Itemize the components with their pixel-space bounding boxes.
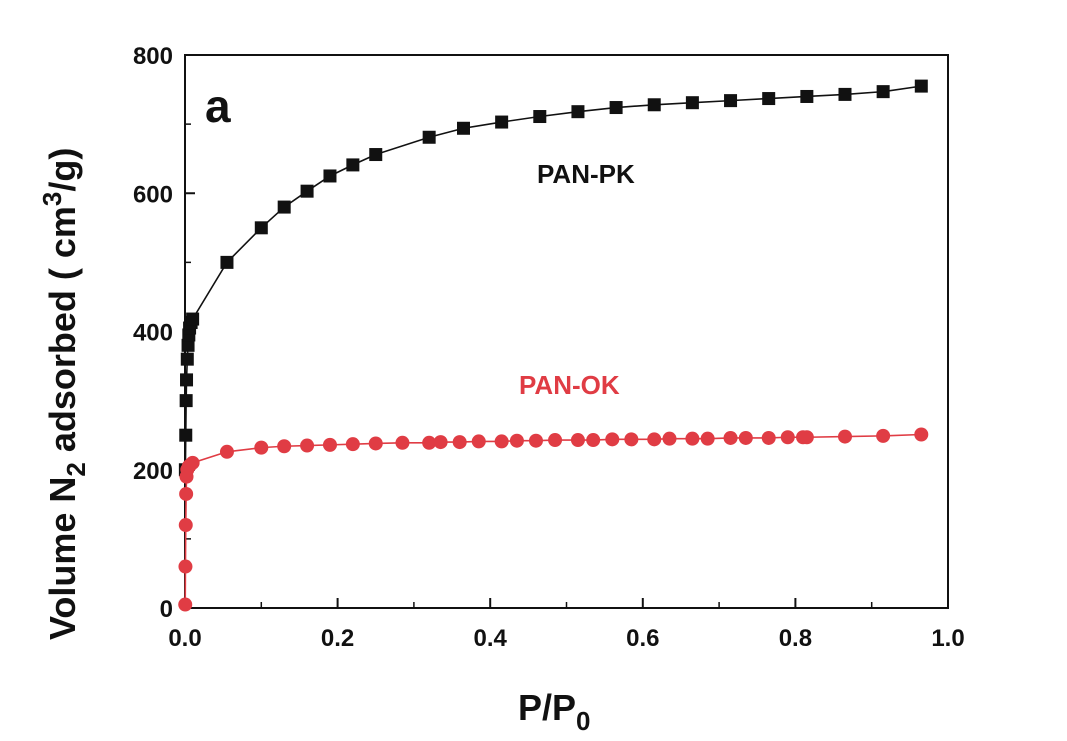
data-point-pan-pk [180, 373, 194, 387]
data-point-pan-ok [219, 444, 234, 459]
data-point-pan-pk [456, 121, 470, 135]
data-point-pan-ok [624, 432, 639, 447]
x-axis-title-main: P/P [518, 687, 576, 728]
plot-frame [184, 54, 949, 609]
data-point-pan-pk [277, 200, 291, 214]
data-point-pan-pk [685, 96, 699, 110]
data-point-pan-ok [300, 438, 315, 453]
y-axis-title-subscript: 2 [61, 462, 91, 476]
data-point-pan-ok [548, 433, 563, 448]
x-tick-label: 0.6 [626, 625, 659, 652]
x-tick-label: 1.0 [931, 625, 964, 652]
data-point-pan-pk [571, 105, 585, 119]
data-point-pan-ok [254, 440, 269, 455]
data-point-pan-ok [799, 430, 814, 445]
data-point-pan-ok [647, 432, 662, 447]
x-tick-label: 0.4 [474, 625, 508, 652]
data-point-pan-pk [495, 115, 509, 129]
data-point-pan-ok [178, 559, 193, 574]
data-point-pan-ok [876, 428, 891, 443]
x-tick-label: 0.0 [168, 625, 201, 652]
y-tick-label: 400 [133, 320, 173, 347]
data-point-pan-ok [723, 430, 738, 445]
data-point-pan-pk [254, 221, 268, 235]
data-point-pan-pk [346, 158, 360, 172]
data-point-pan-pk [724, 94, 738, 108]
data-point-pan-ok [452, 435, 467, 450]
data-point-pan-ok [277, 439, 292, 454]
data-point-pan-pk [533, 110, 547, 124]
data-point-pan-ok [178, 597, 193, 612]
series-label-pan-ok: PAN-OK [519, 370, 620, 400]
data-point-pan-ok [738, 430, 753, 445]
data-point-pan-ok [761, 430, 776, 445]
data-point-pan-pk [914, 79, 928, 93]
data-point-pan-pk [647, 98, 661, 112]
y-tick-label: 0 [160, 596, 173, 623]
data-point-pan-pk [838, 87, 852, 101]
data-point-pan-ok [185, 455, 200, 470]
data-point-pan-pk [369, 148, 383, 162]
data-point-pan-ok [605, 432, 620, 447]
y-axis-title-post: /g) [42, 148, 83, 192]
data-point-pan-ok [179, 486, 194, 501]
y-axis-title-pre: Volume N [42, 477, 83, 640]
x-axis-title: P/P0 [518, 687, 591, 736]
data-point-pan-ok [586, 433, 601, 448]
axes: 0.0 0.2 0.4 0.6 0.8 1.0 0 200 400 600 800 [133, 43, 965, 652]
data-point-pan-ok [471, 434, 486, 449]
data-point-pan-ok [422, 435, 437, 450]
data-point-pan-ok [345, 437, 360, 452]
series-layer [178, 79, 929, 612]
data-point-pan-ok [509, 433, 524, 448]
x-tick-label: 0.8 [779, 625, 812, 652]
series-line-pan-pk [184, 85, 922, 470]
data-point-pan-ok [395, 435, 410, 450]
data-point-pan-pk [180, 352, 194, 366]
data-point-pan-pk [179, 428, 193, 442]
data-point-pan-pk [300, 184, 314, 198]
data-point-pan-ok [570, 433, 585, 448]
y-tick-label: 200 [133, 458, 173, 485]
data-point-pan-ok [178, 518, 193, 533]
y-tick-label: 800 [133, 43, 173, 70]
data-point-pan-pk [609, 101, 623, 115]
series-line-pan-ok [184, 433, 922, 605]
data-point-pan-pk [762, 92, 776, 106]
data-point-pan-ok [700, 431, 715, 446]
y-axis-title-superscript: 3 [37, 192, 67, 206]
data-point-pan-ok [528, 433, 543, 448]
data-point-pan-pk [179, 394, 193, 408]
series-label-pan-pk: PAN-PK [537, 159, 635, 189]
data-point-pan-ok [433, 435, 448, 450]
data-point-pan-ok [494, 434, 509, 449]
y-tick-label: 600 [133, 181, 173, 208]
panel-label: a [205, 80, 231, 132]
data-point-pan-ok [662, 431, 677, 446]
data-point-pan-pk [181, 338, 195, 352]
data-point-pan-pk [876, 85, 890, 99]
y-axis-title: Volume N2 adsorbed ( cm3/g) [37, 148, 91, 640]
x-tick-label: 0.2 [321, 625, 354, 652]
data-point-pan-ok [837, 429, 852, 444]
data-point-pan-ok [780, 430, 795, 445]
y-axis-title-mid: adsorbed ( cm [42, 206, 83, 462]
data-point-pan-pk [323, 169, 337, 183]
data-point-pan-pk [186, 312, 200, 326]
data-point-pan-ok [322, 437, 337, 452]
data-point-pan-ok [914, 427, 929, 442]
data-point-pan-pk [800, 89, 814, 103]
data-point-pan-pk [422, 130, 436, 144]
data-point-pan-pk [220, 255, 234, 269]
x-axis-title-subscript: 0 [576, 706, 590, 736]
data-point-pan-ok [368, 436, 383, 451]
data-point-pan-ok [685, 431, 700, 446]
